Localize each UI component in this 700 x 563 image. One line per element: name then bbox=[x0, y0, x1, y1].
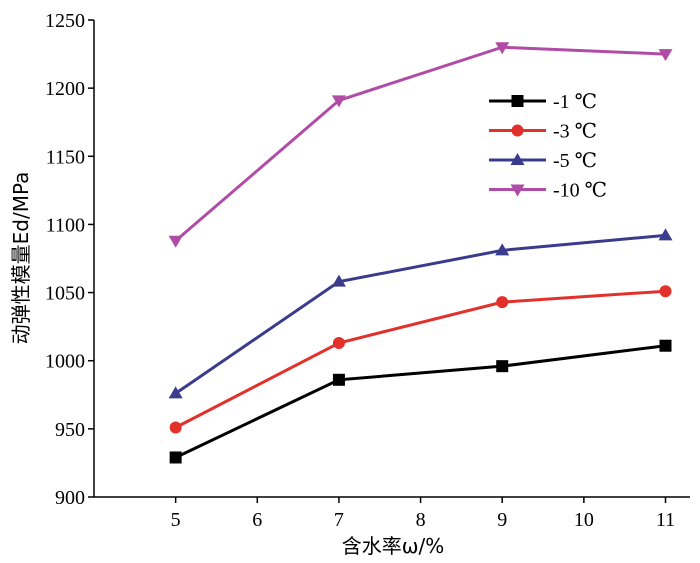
data-point bbox=[332, 336, 345, 349]
legend-marker bbox=[511, 95, 524, 107]
y-tick-label: 950 bbox=[55, 419, 85, 441]
data-point bbox=[659, 285, 672, 298]
x-tick-label: 7 bbox=[334, 509, 344, 531]
series-layer bbox=[168, 42, 673, 464]
data-point bbox=[495, 243, 510, 256]
data-point bbox=[331, 274, 346, 287]
y-tick-label: 1050 bbox=[45, 283, 85, 305]
data-point bbox=[659, 339, 672, 352]
legend-item: -5 ℃ bbox=[489, 150, 597, 172]
series-line bbox=[174, 45, 666, 242]
legend-marker bbox=[511, 124, 524, 137]
data-point bbox=[332, 373, 345, 386]
series-1 bbox=[169, 339, 672, 464]
series-3 bbox=[168, 228, 673, 399]
data-point bbox=[168, 386, 183, 399]
x-tick-label: 5 bbox=[171, 509, 181, 531]
legend-item: -1 ℃ bbox=[489, 91, 597, 113]
tick-labels: 5 6 7 8 9 10 11 900 950 1000 1050 1100 1150 1200 1250 bbox=[45, 10, 675, 531]
legend-label: -10 ℃ bbox=[553, 180, 607, 202]
y-axis-title: 动弹性模量Ed/MPa bbox=[9, 172, 33, 345]
y-tick-label: 1000 bbox=[45, 351, 85, 373]
legend-item: -3 ℃ bbox=[489, 121, 597, 143]
x-tick-label: 11 bbox=[656, 509, 675, 531]
series-line bbox=[174, 289, 666, 429]
legend-label: -5 ℃ bbox=[553, 150, 597, 172]
legend: -1 ℃ -3 ℃ -5 ℃ -10 ℃ bbox=[489, 91, 607, 202]
data-point bbox=[495, 42, 510, 55]
legend-label: -1 ℃ bbox=[553, 91, 597, 113]
axes bbox=[88, 19, 690, 503]
y-tick-label: 1150 bbox=[46, 146, 85, 168]
data-point bbox=[658, 49, 673, 62]
legend-marker bbox=[510, 184, 525, 197]
legend-label: -3 ℃ bbox=[553, 121, 597, 143]
legend-item: -10 ℃ bbox=[489, 180, 607, 202]
legend-marker bbox=[510, 153, 525, 165]
y-tick-label: 900 bbox=[55, 487, 85, 509]
y-tick-label: 1100 bbox=[46, 214, 85, 236]
x-tick-label: 6 bbox=[252, 509, 262, 531]
data-point bbox=[169, 421, 182, 434]
series-line bbox=[174, 344, 666, 459]
x-tick-label: 9 bbox=[497, 509, 507, 531]
y-tick-label: 1200 bbox=[45, 78, 85, 100]
data-point bbox=[169, 451, 182, 464]
series-2 bbox=[169, 285, 672, 434]
data-point bbox=[496, 360, 509, 373]
y-tick-label: 1250 bbox=[45, 10, 85, 32]
data-point bbox=[658, 228, 673, 241]
series-4 bbox=[168, 42, 673, 248]
x-axis-title: 含水率ω/% bbox=[342, 534, 445, 558]
data-point bbox=[168, 235, 183, 248]
data-point bbox=[331, 95, 346, 108]
x-tick-label: 10 bbox=[574, 509, 594, 531]
data-point bbox=[496, 296, 509, 309]
series-line bbox=[174, 233, 666, 395]
x-tick-label: 8 bbox=[416, 509, 426, 531]
